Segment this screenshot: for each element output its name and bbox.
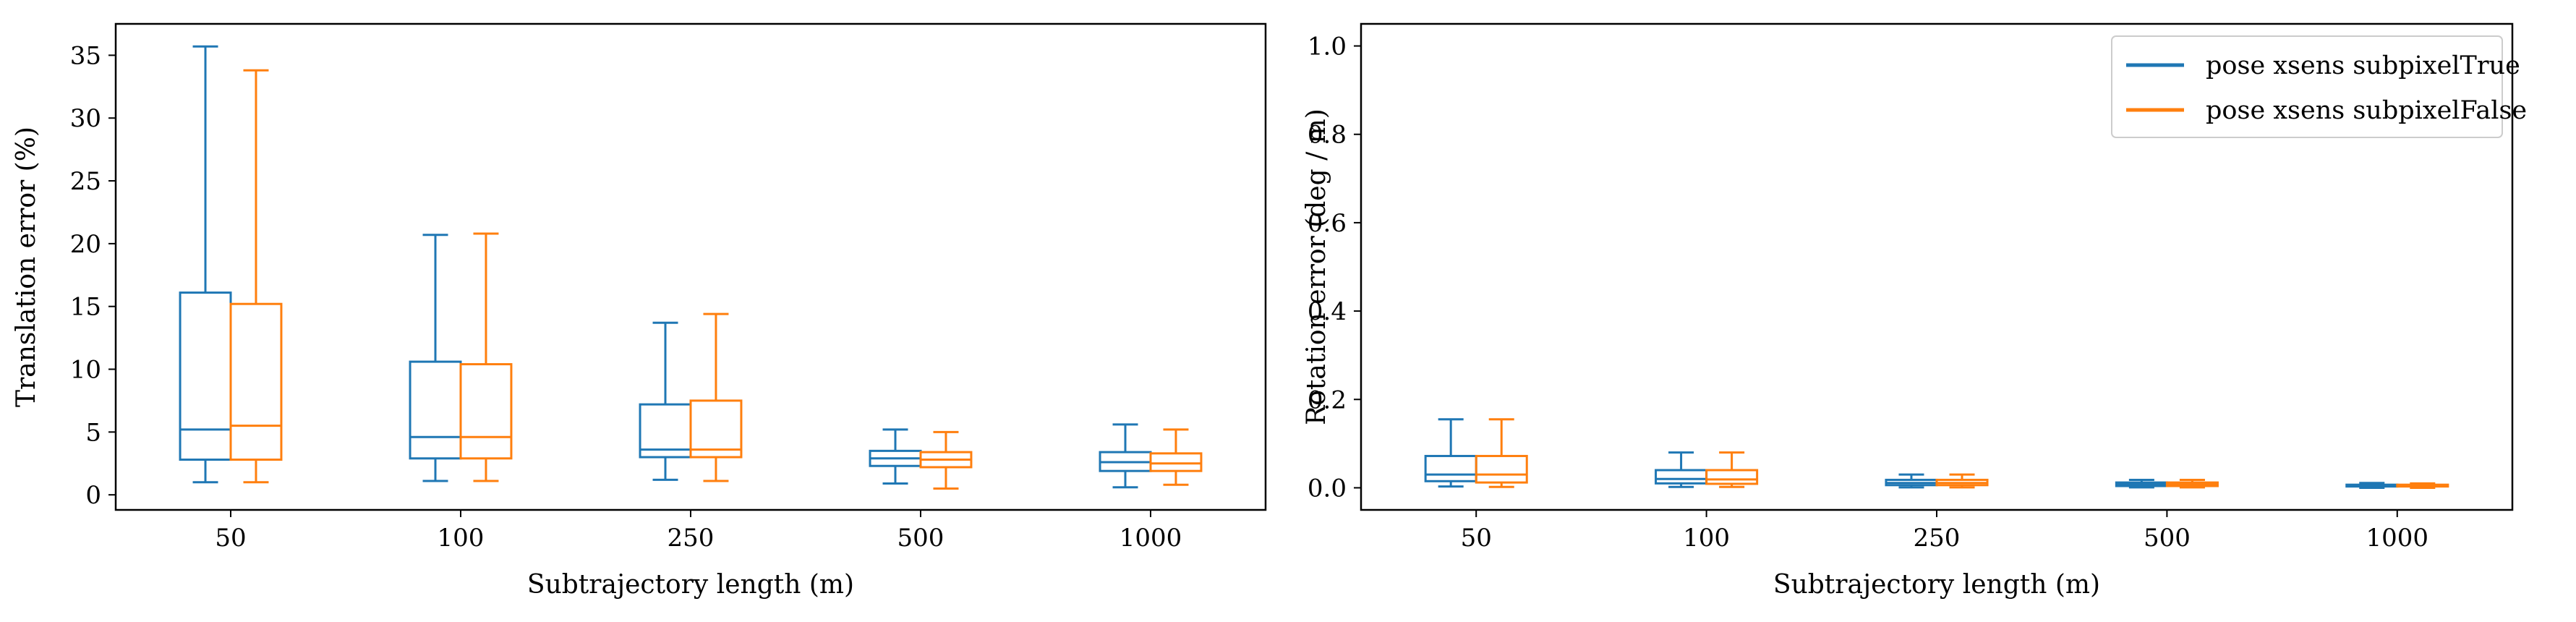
translation-error-box-50-series-1 — [229, 69, 283, 484]
translation-error-x-tick-label: 100 — [438, 524, 485, 553]
translation-error-box-100-series-1 — [459, 232, 513, 482]
translation-error-box-500-series-0 — [869, 428, 922, 485]
rotation-error-panel: 0.0 0.2 0.4 0.6 0.8 1.0 50 100 250 500 1000 Subtra… — [1302, 22, 2527, 600]
translation-error-x-tick-label: 50 — [215, 524, 246, 553]
rotation-error-y-tick-label: 1.0 — [1308, 33, 1347, 61]
rotation-error-y-axis-label: Rotation error (deg / m) — [1302, 108, 1331, 425]
rotation-error-box-500-series-1 — [2165, 478, 2219, 489]
translation-error-box-250-series-1 — [689, 312, 743, 482]
rotation-error-y-tick-label: 0.6 — [1308, 209, 1347, 238]
rotation-error-box-1000-series-0 — [2345, 482, 2399, 489]
rotation-error-x-tick-label: 250 — [1914, 524, 1961, 553]
translation-error-x-tick-label: 250 — [668, 524, 715, 553]
translation-error-panel: 0 5 10 15 20 25 30 35 50 100 250 500 1000 Subtraject… — [12, 22, 1267, 600]
rotation-error-x-axis-label: Subtrajectory length (m) — [1773, 570, 2100, 600]
rotation-error-x-tick-label: 50 — [1461, 524, 1492, 553]
rotation-error-x-tick-label: 1000 — [2366, 524, 2429, 553]
rotation-error-x-tick-label: 100 — [1683, 524, 1730, 553]
rotation-error-box-50-series-1 — [1475, 418, 1528, 488]
rotation-error-marks — [1424, 418, 2449, 489]
rotation-error-box-250-series-1 — [1935, 473, 1989, 489]
translation-error-marks — [179, 45, 1203, 490]
translation-error-y-tick-label: 5 — [85, 418, 101, 447]
translation-error-y-tick-label: 0 — [85, 481, 101, 510]
legend-frame — [2111, 35, 2503, 138]
translation-error-y-tick-label: 20 — [70, 230, 101, 259]
translation-error-y-axis-label: Translation error (%) — [12, 127, 41, 407]
rotation-error-y-tick-label: 0.0 — [1308, 474, 1347, 503]
legend-label-subpixel-false: pose xsens subpixelFalse — [2206, 96, 2527, 125]
rotation-error-box-250-series-0 — [1885, 473, 1938, 489]
translation-error-x-tick-label: 500 — [897, 524, 944, 553]
translation-error-axes: 0 5 10 15 20 25 30 35 50 100 250 500 1000 — [70, 22, 1267, 553]
translation-error-y-tick-label: 25 — [70, 167, 101, 196]
rotation-error-y-tick-label: 0.4 — [1308, 297, 1347, 326]
translation-error-x-axis-label: Subtrajectory length (m) — [527, 570, 854, 600]
legend: pose xsens subpixelTrue pose xsens subpi… — [2111, 35, 2527, 138]
translation-error-y-tick-label: 10 — [70, 356, 101, 385]
rotation-error-y-tick-label: 0.2 — [1308, 385, 1347, 414]
rotation-error-box-1000-series-1 — [2396, 482, 2449, 489]
rotation-error-box-100-series-1 — [1705, 451, 1759, 488]
rotation-error-x-tick-label: 500 — [2144, 524, 2191, 553]
rotation-error-y-tick-label: 0.8 — [1308, 121, 1347, 150]
translation-error-x-tick-label: 1000 — [1119, 524, 1182, 553]
translation-error-y-tick-label: 15 — [70, 293, 101, 322]
translation-error-y-tick-label: 30 — [70, 104, 101, 133]
translation-error-box-500-series-1 — [919, 430, 973, 490]
translation-error-y-tick-label: 35 — [70, 41, 101, 70]
legend-label-subpixel-true: pose xsens subpixelTrue — [2206, 51, 2520, 80]
rotation-error-axes: 0.0 0.2 0.4 0.6 0.8 1.0 50 100 250 500 1000 — [1308, 22, 2514, 553]
translation-error-box-1000-series-1 — [1149, 428, 1203, 486]
